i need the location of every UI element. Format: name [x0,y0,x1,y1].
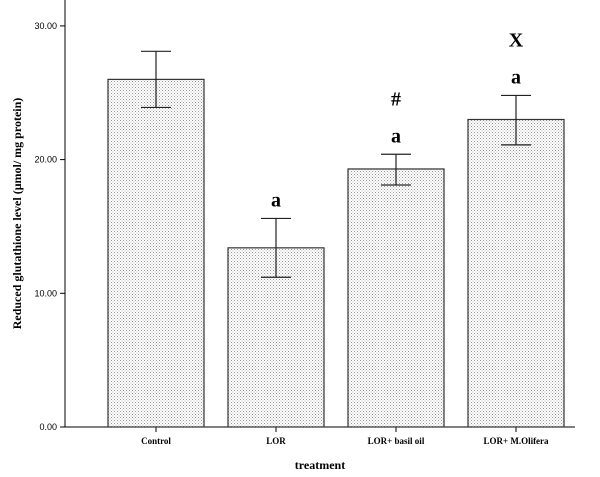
y-axis: 0.00 10.00 20.00 30.00 [34,0,66,432]
bar [107,78,205,428]
error-bar [141,50,171,109]
x-tick-label: LOR [266,436,286,446]
error-bar [381,153,411,186]
x-axis: Control LOR LOR+ basil oil LOR+ M.Olifera [65,426,575,446]
x-axis-title: treatment [295,458,345,472]
error-bar [261,217,291,278]
significance-label: # [391,88,401,110]
y-tick-label: 30.00 [34,21,57,31]
y-tick-label: 10.00 [34,288,57,298]
y-tick-label: 0.00 [39,422,57,432]
y-tick-label: 20.00 [34,155,57,165]
bar [347,168,445,428]
x-tick-label: LOR+ M.Olifera [483,436,549,446]
significance-label: X [509,29,524,51]
x-tick-label: LOR+ basil oil [368,436,425,446]
y-axis-title: Reduced glutathione level (μmol/ mg prot… [10,98,24,330]
bar [467,118,565,428]
significance-label: a [511,66,521,88]
significance-label: a [271,189,281,211]
error-bar [501,94,531,146]
x-tick-label: Control [141,436,171,446]
significance-label: a [391,125,401,147]
